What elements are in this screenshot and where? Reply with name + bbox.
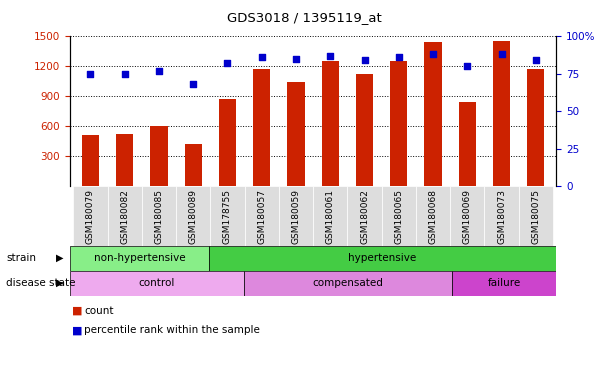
Bar — [452, 271, 556, 296]
Point — [257, 55, 266, 61]
Bar — [485, 186, 519, 246]
Point — [325, 53, 335, 59]
Bar — [70, 271, 244, 296]
Text: GSM180073: GSM180073 — [497, 189, 506, 244]
Point — [120, 71, 130, 77]
Point — [497, 51, 506, 58]
Text: GSM178755: GSM178755 — [223, 189, 232, 244]
Text: ■: ■ — [72, 325, 82, 335]
Bar — [142, 186, 176, 246]
Text: GSM180069: GSM180069 — [463, 189, 472, 244]
Bar — [347, 186, 382, 246]
Bar — [210, 186, 244, 246]
Bar — [116, 134, 133, 186]
Text: ■: ■ — [72, 306, 82, 316]
Bar — [356, 74, 373, 186]
Bar — [108, 186, 142, 246]
Text: GSM180057: GSM180057 — [257, 189, 266, 244]
Bar — [382, 186, 416, 246]
Bar — [322, 61, 339, 186]
Text: GSM180065: GSM180065 — [394, 189, 403, 244]
Point — [223, 60, 232, 66]
Point — [86, 71, 95, 77]
Point — [291, 56, 301, 62]
Point — [463, 63, 472, 70]
Point — [531, 57, 541, 63]
Bar — [527, 70, 544, 186]
Point — [428, 51, 438, 58]
Text: strain: strain — [6, 253, 36, 263]
Text: ▶: ▶ — [56, 278, 63, 288]
Text: non-hypertensive: non-hypertensive — [94, 253, 185, 263]
Bar — [390, 61, 407, 186]
Bar — [458, 103, 476, 186]
Text: GSM180089: GSM180089 — [188, 189, 198, 244]
Bar — [82, 135, 99, 186]
Bar — [519, 186, 553, 246]
Bar — [244, 271, 452, 296]
Bar — [244, 186, 279, 246]
Bar — [219, 99, 236, 186]
Bar — [279, 186, 313, 246]
Bar — [74, 186, 108, 246]
Point — [154, 68, 164, 74]
Text: GSM180075: GSM180075 — [531, 189, 541, 244]
Bar — [493, 41, 510, 186]
Point — [360, 57, 370, 63]
Text: hypertensive: hypertensive — [348, 253, 416, 263]
Text: compensated: compensated — [313, 278, 383, 288]
Point — [188, 81, 198, 88]
Bar — [209, 246, 556, 271]
Text: GSM180068: GSM180068 — [429, 189, 438, 244]
Text: disease state: disease state — [6, 278, 75, 288]
Text: GSM180082: GSM180082 — [120, 189, 130, 244]
Bar — [150, 126, 168, 186]
Bar — [424, 43, 441, 186]
Text: GSM180059: GSM180059 — [291, 189, 300, 244]
Bar — [416, 186, 450, 246]
Bar — [253, 70, 271, 186]
Text: ▶: ▶ — [56, 253, 63, 263]
Text: GSM180085: GSM180085 — [154, 189, 164, 244]
Text: GSM180079: GSM180079 — [86, 189, 95, 244]
Bar — [288, 83, 305, 186]
Text: GDS3018 / 1395119_at: GDS3018 / 1395119_at — [227, 11, 381, 24]
Bar — [450, 186, 485, 246]
Text: GSM180061: GSM180061 — [326, 189, 335, 244]
Bar — [176, 186, 210, 246]
Bar — [313, 186, 347, 246]
Text: percentile rank within the sample: percentile rank within the sample — [84, 325, 260, 335]
Text: count: count — [84, 306, 114, 316]
Bar — [185, 144, 202, 186]
Text: failure: failure — [488, 278, 521, 288]
Point — [394, 55, 404, 61]
Bar — [70, 246, 209, 271]
Text: control: control — [139, 278, 175, 288]
Text: GSM180062: GSM180062 — [360, 189, 369, 244]
